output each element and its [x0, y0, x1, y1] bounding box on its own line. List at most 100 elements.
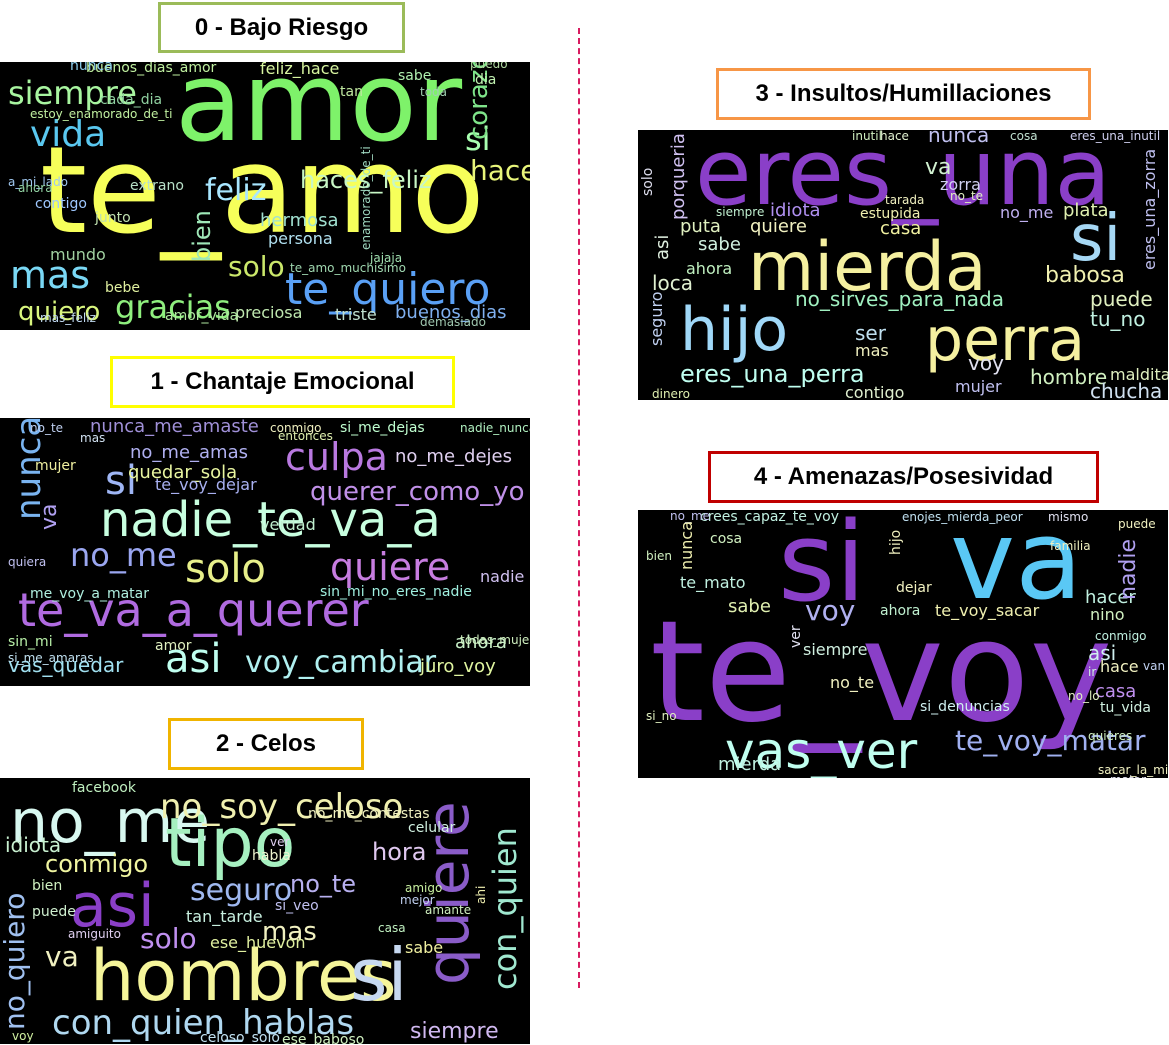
wordcloud-word: mujer — [955, 377, 1002, 396]
wordcloud-word: golpe — [654, 775, 698, 778]
wordcloud-word: con_quien — [486, 827, 524, 990]
wordcloud-word: no_me — [10, 787, 210, 857]
wordcloud-word: estoy_enamorado_de_ti — [30, 107, 172, 121]
wordcloud-amenazas-posesividad: te_voy si va vas_ver te_voy_matar voy sabe hace… — [638, 510, 1168, 778]
wordcloud-word: chucha — [1090, 379, 1162, 400]
wordcloud-word: conmigo — [270, 421, 322, 435]
wordcloud-word: eres_una_inutil — [1070, 130, 1160, 143]
wordcloud-word: conmigo — [45, 850, 148, 878]
wordcloud-word: inutil — [852, 130, 882, 143]
wordcloud-word: con_quien_hablas — [52, 1003, 354, 1043]
wordcloud-word: tipo — [165, 804, 295, 883]
wordcloud-word: hace — [1100, 657, 1139, 676]
panel-title-insultos-humillaciones: 3 - Insultos/Humillaciones — [716, 68, 1091, 120]
wordcloud-word: ahora — [18, 181, 53, 195]
wordcloud-word: tu_vida — [1100, 700, 1151, 716]
wordcloud-word: contigo — [35, 196, 87, 212]
panel-title-bajo-riesgo: 0 - Bajo Riesgo — [158, 2, 405, 53]
wordcloud-word: no_me_contestas — [308, 806, 430, 822]
wordcloud-word: sin_mi — [8, 634, 53, 650]
wordcloud-word: te_amo — [40, 122, 485, 261]
wordcloud-word: eres_una_perra — [680, 360, 865, 388]
wordcloud-word: no_me — [670, 510, 710, 523]
wordcloud-word: si — [105, 458, 137, 504]
wordcloud-word: asi — [1088, 641, 1116, 665]
wordcloud-word: extrano — [130, 178, 184, 194]
wordcloud-word: ese_huevon — [210, 933, 306, 953]
wordcloud-word: cosa — [710, 531, 742, 547]
wordcloud-word: seguro — [190, 873, 292, 908]
wordcloud-word: quedar_sola — [128, 462, 237, 483]
wordcloud-word: si_denuncias — [920, 699, 1010, 715]
wordcloud-word: te_voy_matar — [955, 724, 1146, 757]
wordcloud-word: amor — [155, 638, 192, 654]
wordcloud-word: solo — [228, 250, 285, 283]
wordcloud-word: sabe — [405, 938, 443, 957]
wordcloud-word: dejar — [896, 580, 932, 596]
wordcloud-word: voy_cambiar — [245, 645, 437, 680]
wordcloud-word: ahora — [455, 632, 507, 653]
wordcloud-word: amor — [175, 62, 463, 166]
section-divider — [578, 28, 580, 988]
wordcloud-word: bien — [646, 549, 672, 563]
wordcloud-word: hacer — [1085, 587, 1136, 608]
wordcloud-word: asi — [165, 636, 221, 682]
panel-title-celos: 2 - Celos — [168, 718, 364, 770]
wordcloud-word: zorra — [940, 175, 981, 194]
wordcloud-word: bien — [32, 878, 62, 894]
wordcloud-word: voy — [12, 1029, 34, 1043]
wordcloud-word: culpa — [285, 435, 388, 479]
wordcloud-word: contigo — [845, 383, 904, 400]
wordcloud-word: amante — [425, 903, 471, 917]
wordcloud-word: tarada — [885, 193, 924, 207]
wordcloud-word: buenos_dias_amor — [86, 62, 217, 76]
wordcloud-word: mierda — [748, 228, 987, 307]
wordcloud-word: nunca — [9, 418, 49, 520]
wordcloud-word: facebook — [72, 780, 137, 796]
wordcloud-word: te_amo_muchisimo — [290, 261, 406, 275]
wordcloud-word: mas — [855, 341, 889, 360]
wordcloud-word: sin_mi_no_eres_nadie — [320, 584, 472, 600]
wordcloud-word: cosa — [1010, 130, 1038, 143]
wordcloud-word: no_soy_celoso — [160, 787, 403, 827]
wordcloud-word: no_lo — [1068, 689, 1100, 703]
wordcloud-word: perra — [925, 305, 1085, 375]
wordcloud-word: ver — [270, 835, 289, 849]
wordcloud-chantaje-emocional: nadie_te_va_a te_va_a_querer culpa solo quie… — [0, 418, 530, 686]
wordcloud-word: mas — [80, 431, 105, 445]
wordcloud-word: vida — [30, 114, 106, 155]
wordcloud-word: enamorado_de_ti — [359, 146, 373, 250]
wordcloud-word: ir — [1088, 665, 1096, 679]
wordcloud-word: demasiado — [420, 315, 486, 329]
wordcloud-word: mundo — [50, 245, 106, 264]
wordcloud-word: puta — [680, 216, 721, 237]
wordcloud-word: sacar_la_mierda — [1098, 763, 1168, 777]
wordcloud-word: si_me_dejas — [340, 420, 425, 436]
wordcloud-word: nino — [1090, 605, 1125, 624]
wordcloud-word: bien — [188, 210, 216, 262]
wordcloud-word: familia — [1050, 539, 1091, 553]
wordcloud-word: babosa — [1045, 263, 1125, 288]
wordcloud-word: puede — [1090, 287, 1153, 311]
wordcloud-word: sabe — [398, 68, 431, 84]
panel-title-chantaje-emocional: 1 - Chantaje Emocional — [110, 356, 455, 408]
wordcloud-word: querer_como_yo — [310, 477, 525, 507]
wordcloud-word: puedo — [470, 62, 508, 71]
wordcloud-word: eres_una — [695, 130, 1111, 226]
wordcloud-word: ser — [855, 321, 887, 345]
wordcloud-word: no_quiero — [0, 893, 31, 1030]
wordcloud-word: asi — [70, 871, 155, 941]
wordcloud-word: verdad — [260, 515, 316, 534]
wordcloud-word: nunca — [677, 521, 696, 570]
wordcloud-word: si_veo — [275, 898, 319, 914]
wordcloud-word: persona — [268, 229, 333, 248]
wordcloud-word: mismo — [1048, 510, 1088, 524]
wordcloud-word: nadie_te_va_a — [100, 492, 441, 548]
wordcloud-word: no_te — [290, 870, 356, 898]
wordcloud-word: casa — [378, 921, 406, 935]
wordcloud-word: tu_no — [1090, 307, 1145, 331]
wordcloud-word: toda — [420, 85, 447, 99]
wordcloud-word: tan — [340, 84, 363, 100]
wordcloud-word: mejor — [400, 893, 435, 907]
wordcloud-word: si — [778, 510, 866, 626]
